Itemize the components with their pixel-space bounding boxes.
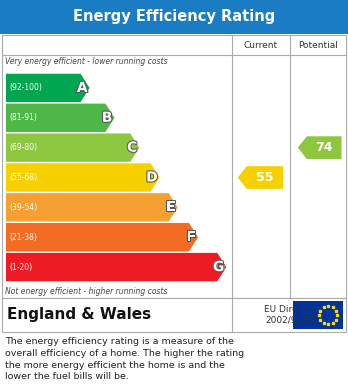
Text: F: F [187,230,196,244]
Text: F: F [187,230,196,244]
Text: Current: Current [244,41,278,50]
Text: G: G [213,260,224,274]
Text: The energy efficiency rating is a measure of the
overall efficiency of a home. T: The energy efficiency rating is a measur… [5,337,244,381]
Text: (39-54): (39-54) [9,203,37,212]
Text: (21-38): (21-38) [9,233,37,242]
Text: G: G [213,260,224,274]
Text: 55: 55 [256,171,274,184]
Text: C: C [127,141,137,155]
Text: D: D [146,170,158,185]
Polygon shape [6,253,226,281]
Text: EU Directive
2002/91/EC: EU Directive 2002/91/EC [264,305,320,325]
Text: D: D [146,170,158,185]
Bar [2,298,346,332]
Text: (69-80): (69-80) [9,143,37,152]
Polygon shape [6,193,178,222]
Polygon shape [6,104,114,132]
Text: (55-68): (55-68) [9,173,37,182]
Text: B: B [102,111,112,125]
Polygon shape [6,163,160,192]
Text: 74: 74 [315,141,333,154]
Bar [2,35,346,298]
Text: England & Wales: England & Wales [7,307,151,323]
Text: (81-91): (81-91) [9,113,37,122]
Bar [2,35,346,55]
Text: A: A [77,81,88,95]
Text: A: A [77,81,88,95]
Text: B: B [102,111,112,125]
Polygon shape [238,166,283,189]
Polygon shape [6,223,198,251]
Bar [293,301,343,329]
Bar [0,0,348,34]
Text: Potential: Potential [298,41,338,50]
Polygon shape [6,74,89,102]
Text: Energy Efficiency Rating: Energy Efficiency Rating [73,9,275,25]
Text: Very energy efficient - lower running costs: Very energy efficient - lower running co… [5,57,167,66]
Text: E: E [166,200,176,214]
Text: (92-100): (92-100) [9,83,42,92]
Text: Not energy efficient - higher running costs: Not energy efficient - higher running co… [5,287,167,296]
Polygon shape [6,133,139,162]
Polygon shape [298,136,341,159]
Text: (1-20): (1-20) [9,263,32,272]
Text: C: C [127,141,137,155]
Text: E: E [166,200,176,214]
